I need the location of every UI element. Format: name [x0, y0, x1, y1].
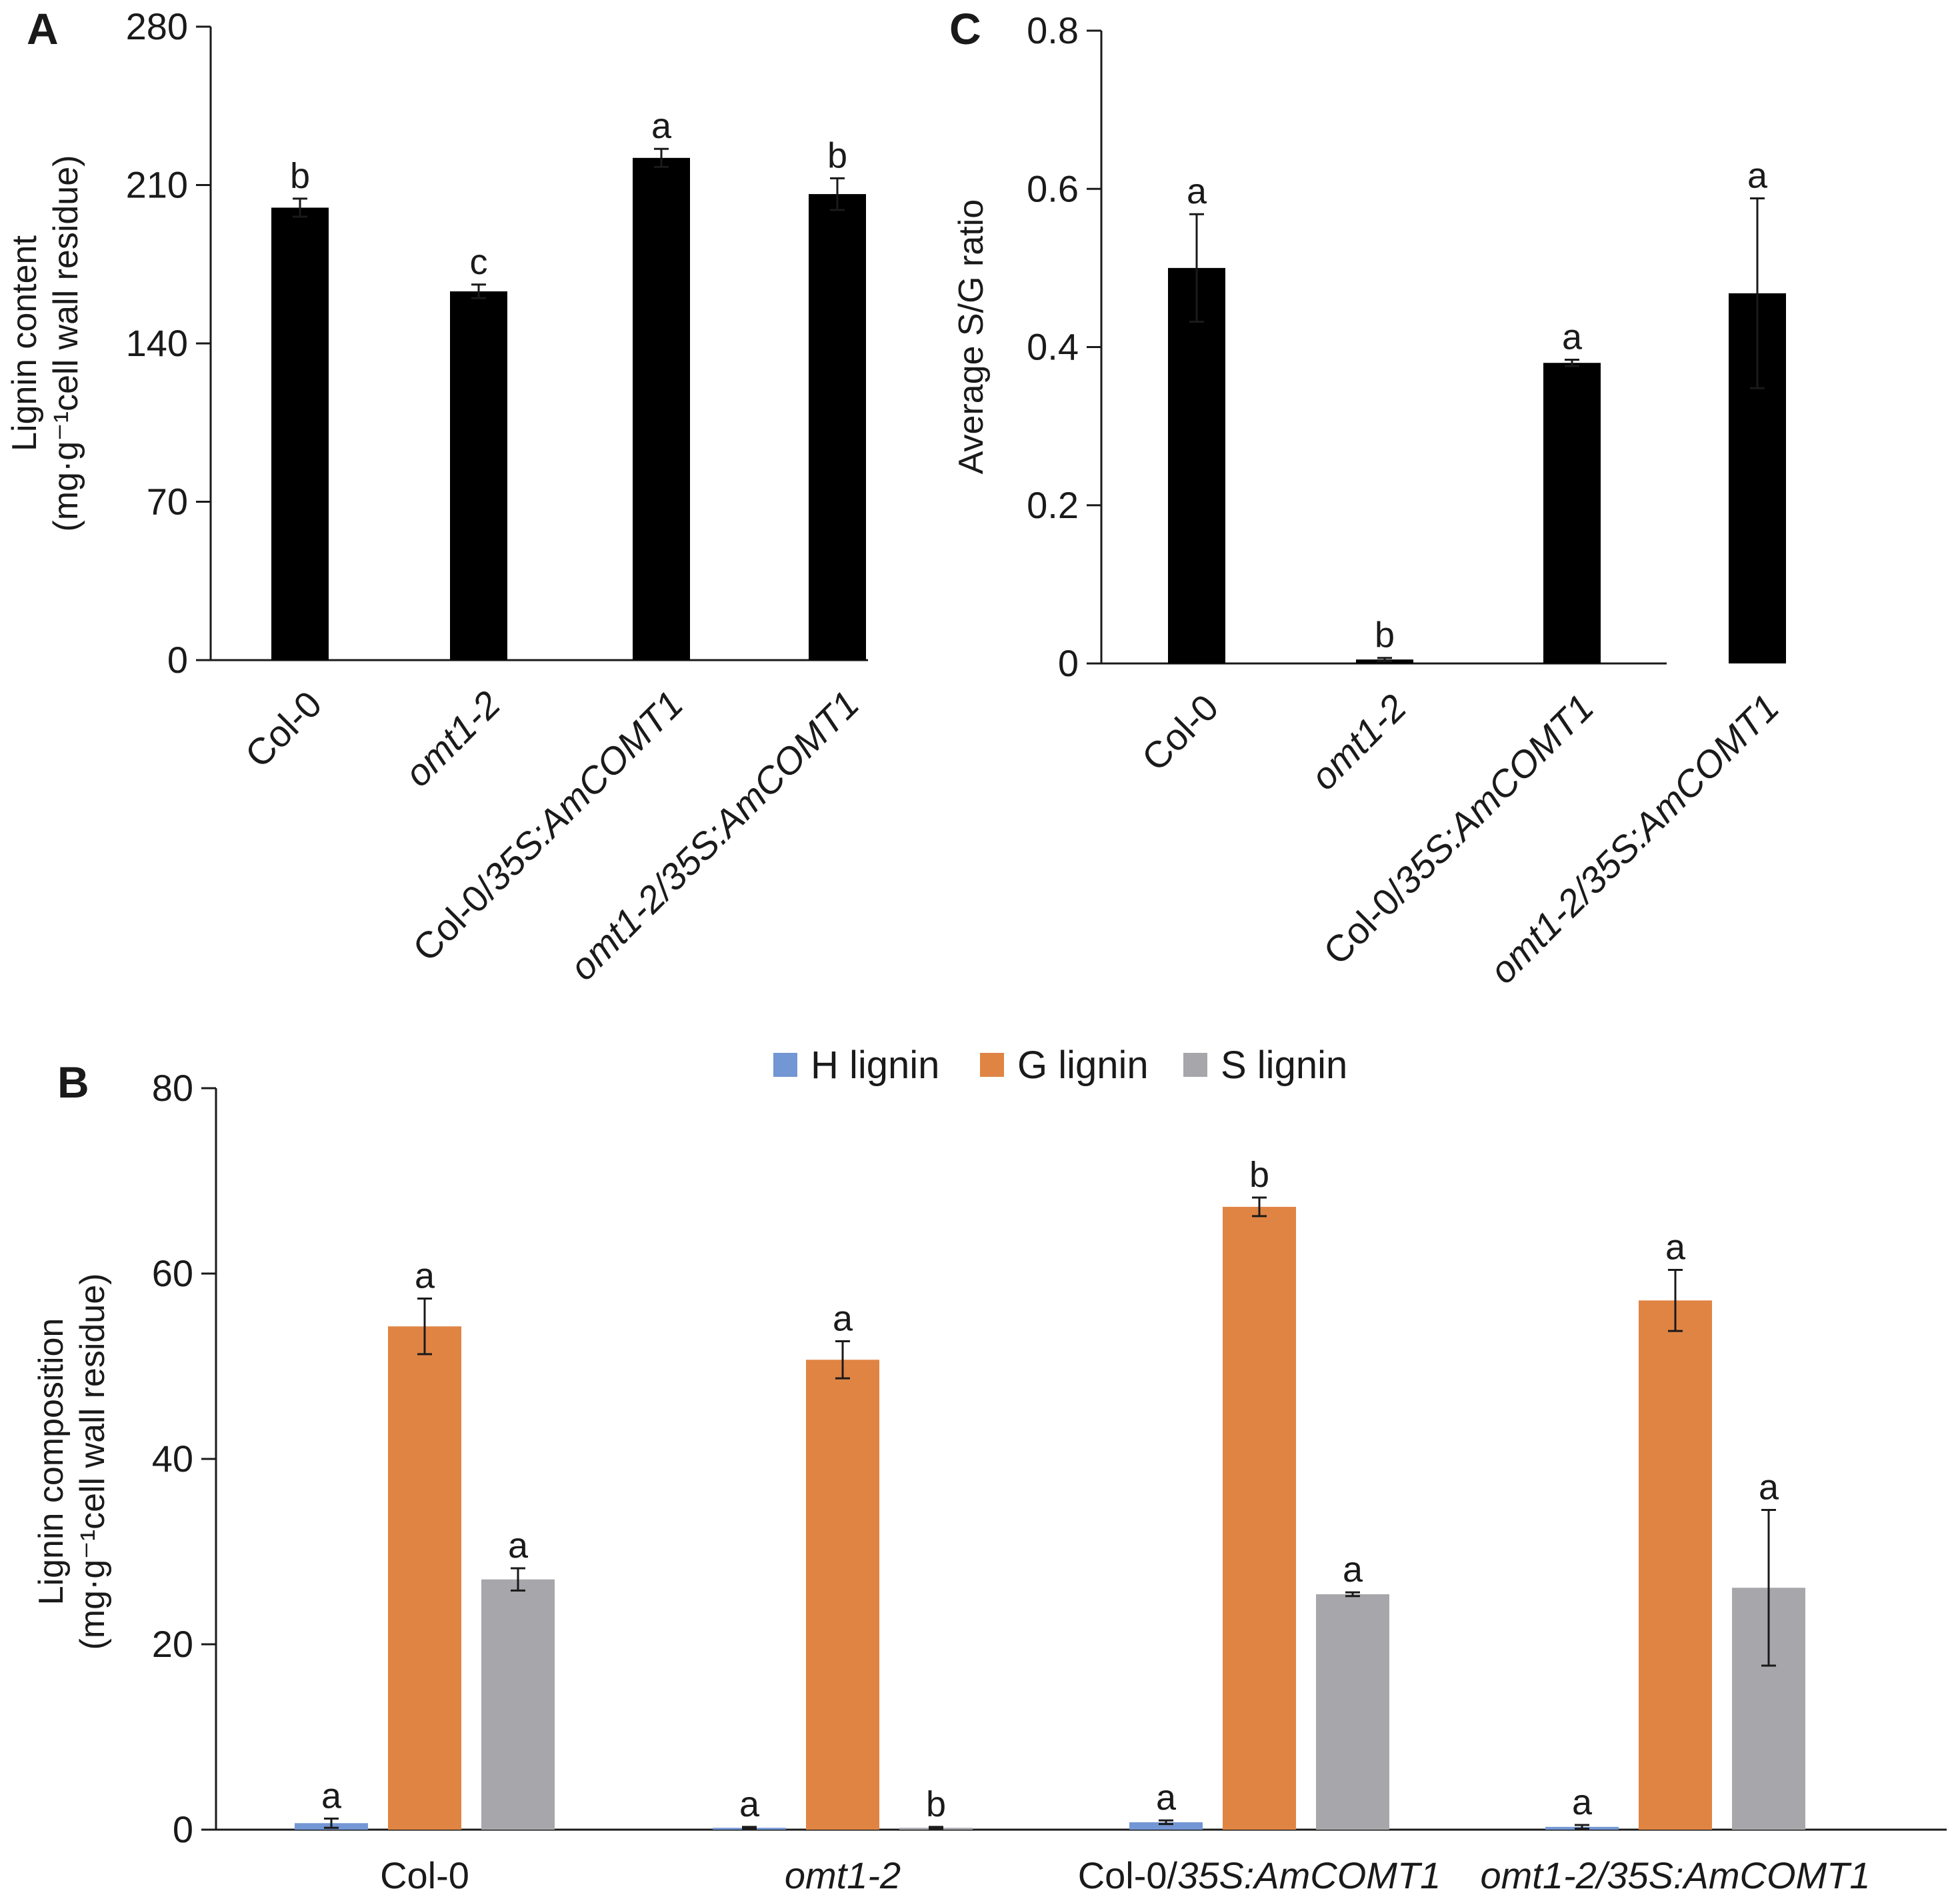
y-tick-label: 60: [152, 1252, 193, 1294]
y-tick-label: 0.4: [1027, 326, 1079, 368]
y-tick-label: 0.6: [1027, 167, 1079, 209]
bar: [1316, 1594, 1389, 1830]
y-axis-title: Lignin composition (mg·g⁻¹cell wall resid…: [32, 1274, 112, 1650]
bar: [481, 1579, 555, 1830]
category-label-italic: omt1-2/35S:AmCOMT1: [561, 683, 867, 988]
y-tick-label: 0: [173, 1808, 193, 1850]
category-label-italic: omt1-2: [1303, 686, 1415, 798]
category-label-plain: Col-0: [380, 1854, 469, 1896]
category-label-italic: 35S:AmCOMT1: [1177, 1854, 1441, 1896]
bar: [1639, 1300, 1712, 1830]
y-axis-title-line1: Average S/G ratio: [952, 199, 991, 474]
y-axis-title-line1: Lignin content: [5, 235, 44, 451]
y-axis-title-line2: (mg·g⁻¹cell wall residue): [73, 1274, 112, 1650]
significance-letter: b: [1249, 1155, 1269, 1195]
x-category-label: Col-0/35S:AmCOMT1: [1078, 1854, 1441, 1896]
bar: [450, 291, 507, 660]
y-tick-label: 70: [147, 481, 188, 523]
bar: [1543, 363, 1601, 663]
category-label-italic: omt1-2: [397, 683, 509, 795]
panel-b-lignin-composition-chart: B 0 20 40 60 80 Lignin composition (mg·g⁻¹cell …: [32, 1044, 1947, 1896]
y-tick-label: 210: [126, 164, 188, 206]
significance-letter: a: [651, 106, 672, 146]
y-tick-label: 280: [126, 5, 188, 47]
bar: [633, 157, 690, 661]
significance-letter: b: [290, 156, 310, 196]
significance-letter: b: [827, 135, 847, 175]
y-tick-label: 140: [126, 322, 188, 364]
bar: [388, 1326, 461, 1830]
x-category-label: omt1-2: [397, 683, 509, 795]
significance-letter: a: [321, 1776, 342, 1816]
category-label-italic: omt1-2: [785, 1854, 901, 1896]
y-axis-title-line1: Lignin composition: [32, 1318, 71, 1606]
panel-c-sg-ratio-chart: C 0 0.2 0.4 0.6 0.8 Average S/G ratio a b a a Col-0…: [949, 4, 1787, 992]
legend-label: H lignin: [811, 1044, 939, 1087]
significance-letter: a: [1562, 317, 1583, 357]
y-tick-label: 0: [1058, 642, 1079, 684]
category-label-plain: Col-0/: [1078, 1854, 1178, 1896]
y-tick-label: 40: [152, 1438, 193, 1480]
significance-letter: b: [1375, 615, 1395, 655]
significance-letter: a: [833, 1298, 853, 1338]
significance-letter: a: [739, 1784, 760, 1824]
bar: [806, 1360, 879, 1830]
y-axis-title: Lignin content (mg·g⁻¹cell wall residue): [5, 155, 85, 532]
panel-letter-a: A: [27, 4, 59, 53]
significance-letter: a: [1747, 155, 1768, 195]
panel-a-lignin-content-chart: A 0 70 140 210 280 Lignin content (mg·g⁻¹cell w…: [5, 4, 868, 988]
y-tick-label: 20: [152, 1623, 193, 1665]
y-axis-title: Average S/G ratio: [952, 199, 991, 474]
significance-letter: c: [470, 242, 488, 282]
legend-swatch: [1183, 1053, 1207, 1077]
x-category-label: omt1-2/35S:AmCOMT1: [561, 683, 867, 988]
x-category-label: Col-0: [237, 683, 329, 775]
x-category-label: omt1-2/35S:AmCOMT1: [1480, 1854, 1870, 1896]
category-label-italic: 35S:AmCOMT1: [1385, 686, 1601, 902]
category-label-plain: Col-0: [237, 683, 329, 775]
category-label-plain: Col-0: [1133, 686, 1226, 779]
significance-letter: a: [1156, 1778, 1177, 1818]
y-tick-label: 0: [167, 639, 188, 681]
significance-letter: a: [1665, 1227, 1686, 1267]
significance-letter: a: [415, 1256, 435, 1296]
significance-letter: a: [1759, 1467, 1779, 1507]
significance-letter: a: [1343, 1550, 1363, 1590]
bar: [1223, 1206, 1296, 1830]
bar: [271, 207, 329, 660]
panel-letter-b: B: [57, 1058, 89, 1107]
x-category-label: Col-0: [1133, 686, 1226, 779]
category-label-italic: omt1-2/35S:AmCOMT1: [1480, 1854, 1870, 1896]
significance-letter: b: [926, 1784, 946, 1824]
legend-label: G lignin: [1017, 1044, 1149, 1087]
significance-letter: a: [1572, 1782, 1593, 1822]
y-tick-label: 0.2: [1027, 484, 1079, 526]
bar: [809, 194, 866, 661]
x-category-label: omt1-2: [785, 1854, 901, 1896]
significance-letter: a: [508, 1526, 529, 1566]
legend-swatch: [773, 1053, 797, 1077]
legend-swatch: [980, 1053, 1004, 1077]
x-category-label: omt1-2: [1303, 686, 1415, 798]
bar: [1129, 1822, 1203, 1830]
panel-letter-c: C: [949, 4, 981, 53]
legend-label: S lignin: [1221, 1044, 1347, 1087]
y-tick-label: 80: [152, 1067, 193, 1109]
y-axis-title-line2: (mg·g⁻¹cell wall residue): [47, 155, 85, 532]
significance-letter: a: [1187, 171, 1207, 211]
y-tick-label: 0.8: [1027, 9, 1079, 51]
x-category-label: Col-0: [380, 1854, 469, 1896]
bar: [1168, 267, 1225, 663]
